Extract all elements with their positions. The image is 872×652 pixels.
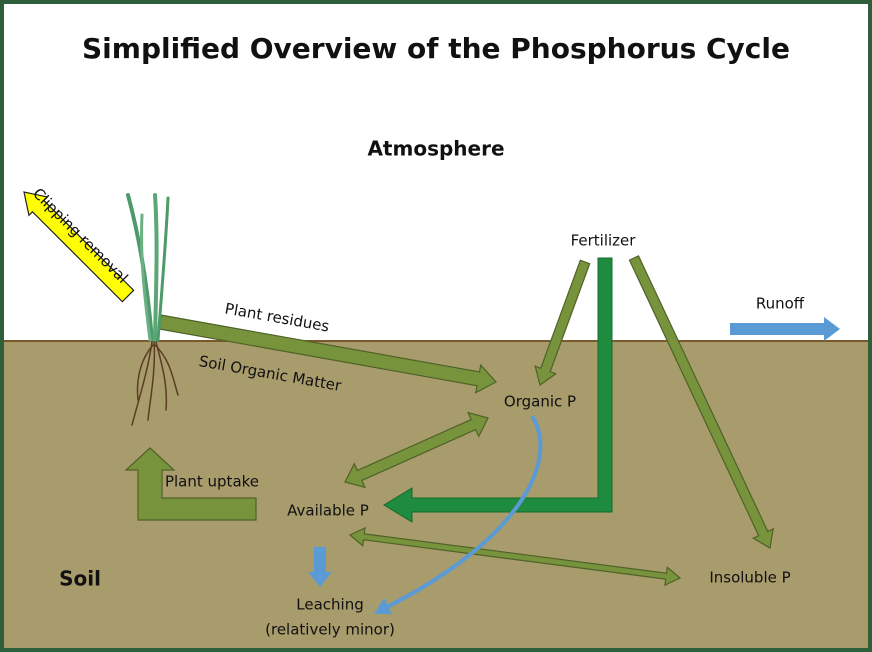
- fertilizer-available-arrow: [383, 257, 613, 523]
- organic-available-arrow: [344, 411, 489, 489]
- plant-uptake-label: Plant uptake: [165, 473, 259, 491]
- available-insoluble-arrow: [348, 526, 682, 587]
- leaching-label: Leaching: [296, 596, 363, 614]
- fertilizer-label: Fertilizer: [571, 232, 637, 250]
- runoff-label: Runoff: [756, 295, 805, 313]
- soil-label: Soil: [59, 567, 101, 591]
- organic-leaching-head: [374, 598, 392, 614]
- organic-leaching-curve: [384, 414, 543, 610]
- leaching-arrow: [308, 547, 332, 587]
- atmosphere-label: Atmosphere: [367, 137, 504, 161]
- title: Simplified Overview of the Phosphorus Cy…: [82, 32, 790, 65]
- fertilizer-insoluble-arrow: [628, 255, 774, 549]
- fertilizer-organic-arrow: [534, 259, 591, 386]
- leaching-note: (relatively minor): [265, 621, 395, 639]
- plant: [126, 193, 179, 426]
- available-p-label: Available P: [287, 502, 369, 520]
- runoff-arrow: [730, 317, 840, 341]
- plant-residues-arrow: [158, 314, 497, 394]
- plant-uptake-arrow: [124, 447, 257, 521]
- organic-p-label: Organic P: [504, 393, 576, 411]
- arrows: [23, 191, 840, 614]
- clipping-arrow: [23, 191, 135, 303]
- insoluble-p-label: Insoluble P: [709, 569, 790, 587]
